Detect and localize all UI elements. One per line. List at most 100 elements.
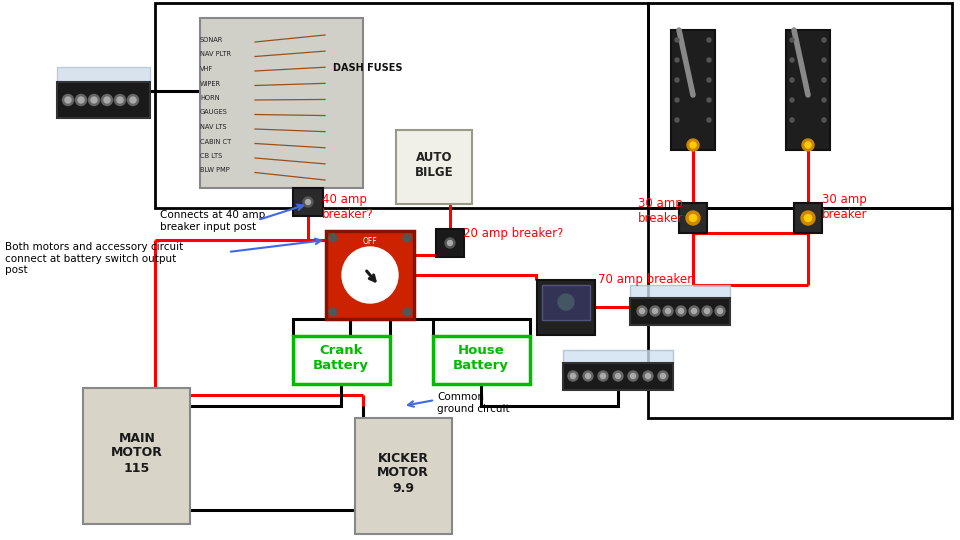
Circle shape bbox=[645, 374, 651, 379]
Circle shape bbox=[601, 374, 606, 379]
Circle shape bbox=[790, 98, 794, 102]
Text: AUTO
BILGE: AUTO BILGE bbox=[415, 151, 453, 179]
Circle shape bbox=[586, 374, 590, 379]
Text: Common
ground circuit: Common ground circuit bbox=[437, 392, 510, 414]
Circle shape bbox=[613, 371, 623, 381]
Bar bbox=[57, 82, 150, 118]
Circle shape bbox=[104, 97, 110, 103]
Circle shape bbox=[117, 97, 123, 103]
Text: BLW PMP: BLW PMP bbox=[200, 167, 229, 173]
Circle shape bbox=[822, 58, 826, 62]
Circle shape bbox=[689, 306, 699, 316]
Circle shape bbox=[303, 197, 313, 207]
Circle shape bbox=[689, 214, 697, 221]
Text: House
Battery: House Battery bbox=[453, 344, 509, 372]
Circle shape bbox=[690, 142, 696, 148]
Text: GAUGES: GAUGES bbox=[200, 110, 228, 116]
Bar bbox=[293, 336, 390, 384]
Bar bbox=[563, 350, 673, 363]
Circle shape bbox=[822, 98, 826, 102]
Circle shape bbox=[790, 78, 794, 82]
Circle shape bbox=[707, 38, 711, 42]
Bar bbox=[542, 285, 590, 320]
Circle shape bbox=[790, 38, 794, 42]
Circle shape bbox=[660, 374, 665, 379]
Circle shape bbox=[705, 308, 709, 314]
Bar bbox=[200, 18, 363, 188]
Circle shape bbox=[658, 371, 668, 381]
Circle shape bbox=[628, 371, 638, 381]
Bar bbox=[786, 30, 830, 150]
Text: 70 amp breaker: 70 amp breaker bbox=[598, 273, 692, 287]
Circle shape bbox=[675, 98, 679, 102]
Circle shape bbox=[403, 308, 411, 316]
Circle shape bbox=[804, 214, 811, 221]
Circle shape bbox=[650, 306, 660, 316]
Circle shape bbox=[88, 94, 100, 105]
Circle shape bbox=[403, 234, 411, 242]
Circle shape bbox=[445, 238, 455, 248]
Circle shape bbox=[676, 306, 686, 316]
Circle shape bbox=[790, 58, 794, 62]
Circle shape bbox=[707, 58, 711, 62]
Bar bbox=[433, 336, 530, 384]
Text: CB LTS: CB LTS bbox=[200, 153, 223, 159]
Circle shape bbox=[558, 294, 574, 310]
Bar bbox=[436, 229, 464, 257]
Circle shape bbox=[637, 306, 647, 316]
Circle shape bbox=[598, 371, 608, 381]
Text: MAIN
MOTOR
115: MAIN MOTOR 115 bbox=[111, 431, 163, 475]
Circle shape bbox=[128, 94, 138, 105]
Bar bbox=[83, 388, 190, 524]
Circle shape bbox=[691, 308, 697, 314]
Circle shape bbox=[329, 308, 337, 316]
Circle shape bbox=[790, 118, 794, 122]
Circle shape bbox=[570, 374, 575, 379]
Text: OFF: OFF bbox=[363, 237, 377, 246]
Circle shape bbox=[687, 139, 699, 151]
Text: 30 amp
breaker: 30 amp breaker bbox=[638, 197, 684, 225]
Circle shape bbox=[447, 240, 452, 246]
Circle shape bbox=[715, 306, 725, 316]
Circle shape bbox=[675, 118, 679, 122]
Circle shape bbox=[342, 247, 398, 303]
Text: WIPER: WIPER bbox=[200, 80, 221, 86]
Circle shape bbox=[568, 371, 578, 381]
Circle shape bbox=[679, 308, 684, 314]
Circle shape bbox=[707, 118, 711, 122]
Bar bbox=[293, 188, 323, 216]
Text: VHF: VHF bbox=[200, 66, 213, 72]
Circle shape bbox=[130, 97, 136, 103]
Circle shape bbox=[822, 118, 826, 122]
Circle shape bbox=[305, 199, 310, 205]
Circle shape bbox=[114, 94, 126, 105]
Text: CABIN CT: CABIN CT bbox=[200, 138, 231, 145]
Text: KICKER
MOTOR
9.9: KICKER MOTOR 9.9 bbox=[377, 451, 429, 495]
Text: Connects at 40 amp
breaker input post: Connects at 40 amp breaker input post bbox=[160, 210, 265, 232]
Circle shape bbox=[686, 211, 700, 225]
Bar bbox=[679, 203, 707, 233]
Circle shape bbox=[802, 139, 814, 151]
Text: NAV LTS: NAV LTS bbox=[200, 124, 227, 130]
Circle shape bbox=[329, 234, 337, 242]
Text: SONAR: SONAR bbox=[200, 37, 224, 43]
Bar bbox=[537, 280, 595, 335]
Text: Crank
Battery: Crank Battery bbox=[313, 344, 369, 372]
Bar bbox=[396, 130, 472, 204]
Circle shape bbox=[675, 58, 679, 62]
Bar bbox=[630, 298, 730, 325]
Bar bbox=[57, 67, 150, 82]
Bar bbox=[630, 285, 730, 298]
Text: Both motors and accessory circuit
connect at battery switch output
post: Both motors and accessory circuit connec… bbox=[5, 242, 183, 275]
Circle shape bbox=[707, 98, 711, 102]
Circle shape bbox=[91, 97, 97, 103]
Text: 30 amp
breaker: 30 amp breaker bbox=[822, 193, 868, 221]
Circle shape bbox=[801, 211, 815, 225]
Bar bbox=[671, 30, 715, 150]
Circle shape bbox=[675, 38, 679, 42]
Circle shape bbox=[76, 94, 86, 105]
Circle shape bbox=[78, 97, 84, 103]
Circle shape bbox=[675, 78, 679, 82]
Circle shape bbox=[707, 78, 711, 82]
Circle shape bbox=[653, 308, 658, 314]
